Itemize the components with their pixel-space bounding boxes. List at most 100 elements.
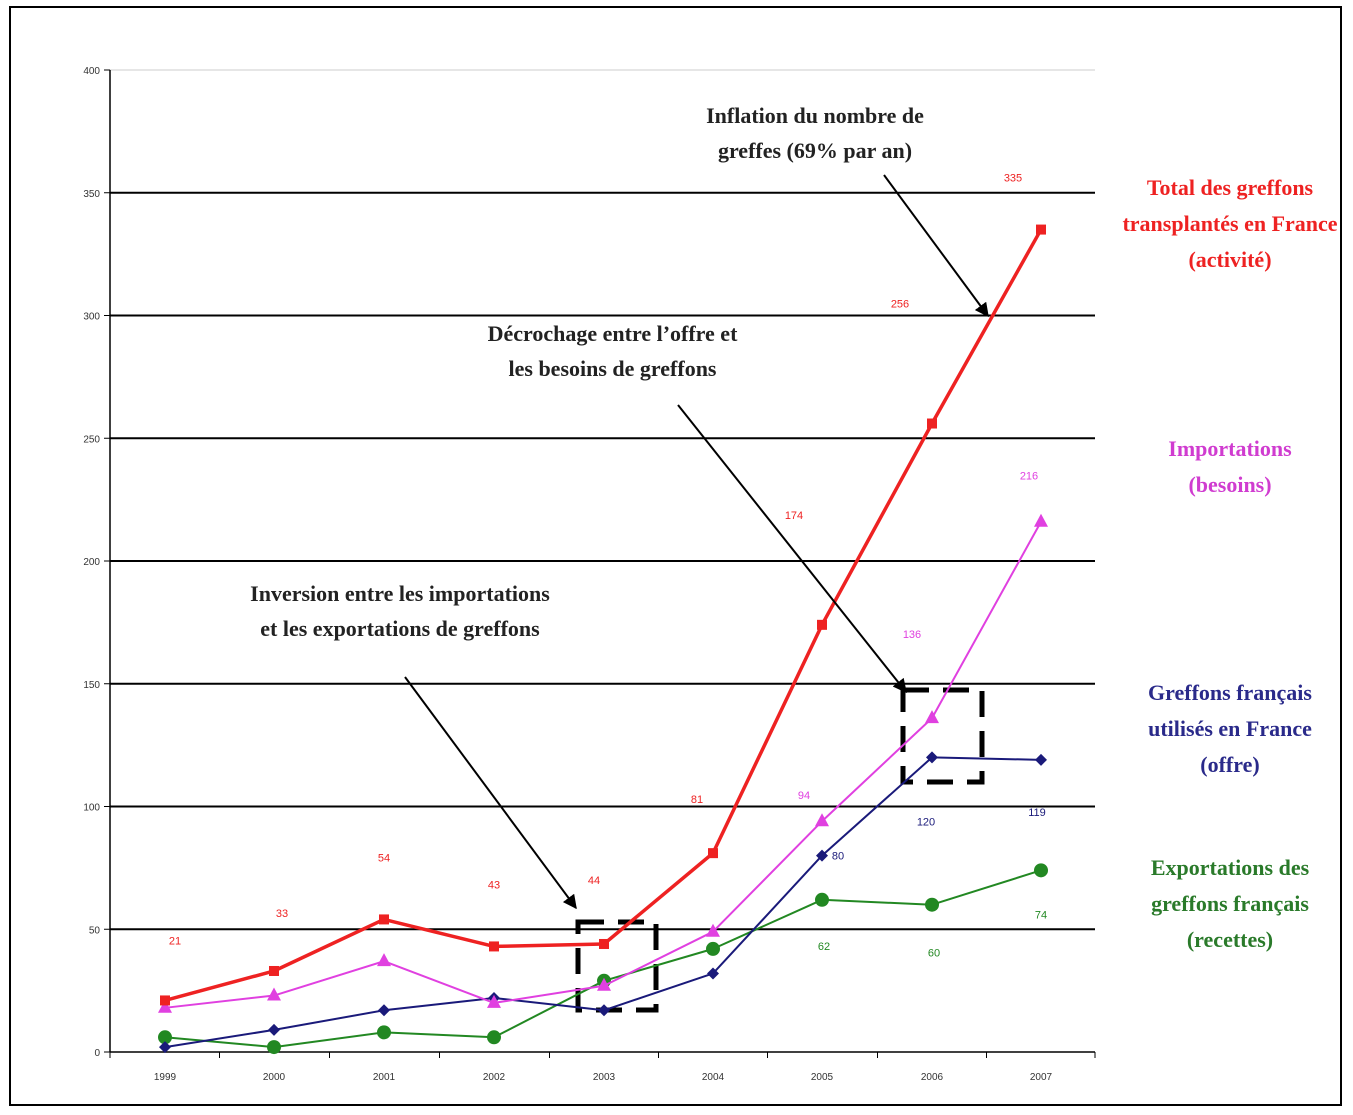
data-point-exports: [1034, 863, 1048, 878]
legend-line: greffons français: [1151, 891, 1309, 916]
data-point-imports: [706, 923, 720, 937]
data-point-imports: [1034, 513, 1048, 527]
data-label-total: 43: [488, 879, 500, 891]
data-point-total: [379, 914, 389, 925]
data-label-imports: 136: [903, 629, 921, 641]
highlight-boxes: [575, 687, 985, 1013]
data-point-imports: [925, 710, 939, 724]
data-point-total: [1036, 224, 1046, 235]
annotation-line: Inversion entre les importations: [250, 581, 550, 606]
x-tick-label: 2004: [702, 1072, 725, 1083]
highlight-box-decrochage: [900, 687, 985, 785]
x-tick-label: 2001: [373, 1072, 396, 1083]
legend-french: Greffons français utilisés en France (of…: [1110, 675, 1350, 783]
legend-line: (recettes): [1186, 927, 1274, 952]
annotation-line: greffes (69% par an): [717, 138, 913, 163]
data-point-imports: [815, 813, 829, 827]
data-point-total: [160, 995, 170, 1006]
data-label-imports: 216: [1020, 471, 1038, 483]
y-tick-label: 350: [83, 189, 100, 200]
y-tick-label: 0: [94, 1048, 100, 1059]
data-label-french: 80: [832, 851, 844, 863]
data-point-exports: [706, 941, 720, 956]
legend-line: Importations: [1168, 436, 1292, 461]
legend-line: Exportations des: [1150, 855, 1310, 880]
data-label-total: 44: [588, 875, 600, 887]
annotation-decrochage: Décrochage entre l’offre et les besoins …: [440, 316, 785, 386]
legend-line: Greffons français: [1148, 680, 1312, 705]
data-label-total: 21: [169, 935, 181, 947]
arrow-decrochage: [677, 404, 907, 694]
data-point-imports: [487, 994, 501, 1008]
annotation-inversion: Inversion entre les importations et les …: [215, 576, 585, 646]
axes: 0 50 100 150 200 250 300 350 400 1999 2000 2001 2002…: [83, 66, 1096, 1083]
legend-exports: Exportations des greffons français (rece…: [1110, 850, 1350, 958]
data-label-total: 256: [891, 299, 909, 311]
legend-imports: Importations (besoins): [1110, 431, 1350, 503]
data-label-total: 335: [1004, 173, 1022, 185]
x-tick-label: 2003: [593, 1072, 616, 1083]
y-tick-label: 300: [83, 312, 100, 323]
x-tick-label: 2006: [921, 1072, 944, 1083]
data-point-exports: [487, 1030, 501, 1045]
annotation-inflation: Inflation du nombre de greffes (69% par …: [660, 98, 970, 168]
legend-line: (offre): [1200, 752, 1260, 777]
data-point-exports: [158, 1030, 172, 1045]
data-point-exports: [267, 1040, 281, 1055]
legend-line: (activité): [1188, 247, 1272, 272]
x-tick-label: 2005: [811, 1072, 834, 1083]
data-point-french: [268, 1023, 280, 1036]
gridlines: [110, 69, 1095, 931]
data-point-imports: [267, 987, 281, 1001]
data-label-exports: 60: [928, 948, 940, 960]
data-point-french: [378, 1004, 390, 1017]
annotation-arrows: [404, 174, 989, 910]
data-point-total: [927, 418, 937, 429]
data-point-total: [489, 941, 499, 952]
data-point-total: [269, 965, 279, 976]
data-point-imports: [158, 999, 172, 1013]
data-label-imports: 94: [798, 790, 810, 802]
data-point-french: [707, 967, 719, 980]
annotation-line: Décrochage entre l’offre et: [487, 321, 738, 346]
series-line-french: [164, 756, 1042, 1049]
data-label-french: 120: [917, 816, 935, 828]
y-tick-label: 400: [83, 66, 100, 77]
y-tick-label: 150: [83, 680, 100, 691]
arrow-inversion: [404, 676, 577, 910]
x-tick-label: 1999: [154, 1072, 177, 1083]
data-point-total: [708, 848, 718, 859]
y-tick-label: 50: [89, 925, 101, 936]
data-point-exports: [377, 1025, 391, 1040]
legend-line: transplantés en France: [1122, 211, 1338, 236]
data-label-total: 33: [276, 908, 288, 920]
data-point-french: [159, 1041, 171, 1054]
annotation-line: les besoins de greffons: [508, 356, 717, 381]
data-label-exports: 74: [1035, 909, 1047, 921]
legend-line: Total des greffons: [1146, 175, 1314, 200]
data-point-french: [816, 849, 828, 862]
legend-total: Total des greffons transplantés en Franc…: [1110, 170, 1350, 278]
arrow-inflation: [883, 174, 989, 318]
data-point-total: [599, 938, 609, 949]
y-tick-label: 100: [83, 803, 100, 814]
data-label-exports: 62: [818, 941, 830, 953]
series-layer: [158, 224, 1048, 1055]
data-label-french: 119: [1028, 807, 1046, 819]
data-point-french: [926, 751, 938, 764]
data-label-total: 81: [691, 794, 703, 806]
data-point-imports: [597, 977, 611, 991]
data-labels: 21 33 54 43 44 81 174 256 335 94 136 216 80 120 119 62 6…: [169, 173, 1047, 960]
data-point-exports: [815, 892, 829, 907]
x-tick-label: 2000: [263, 1072, 286, 1083]
y-tick-label: 200: [83, 557, 100, 568]
x-tick-label: 2007: [1030, 1072, 1053, 1083]
y-tick-label: 250: [83, 434, 100, 445]
x-tick-label: 2002: [483, 1072, 506, 1083]
data-label-total: 54: [378, 852, 390, 864]
data-label-total: 174: [785, 510, 803, 522]
chart-frame: [9, 6, 1342, 1106]
data-point-imports: [377, 953, 391, 967]
data-point-exports: [925, 897, 939, 912]
